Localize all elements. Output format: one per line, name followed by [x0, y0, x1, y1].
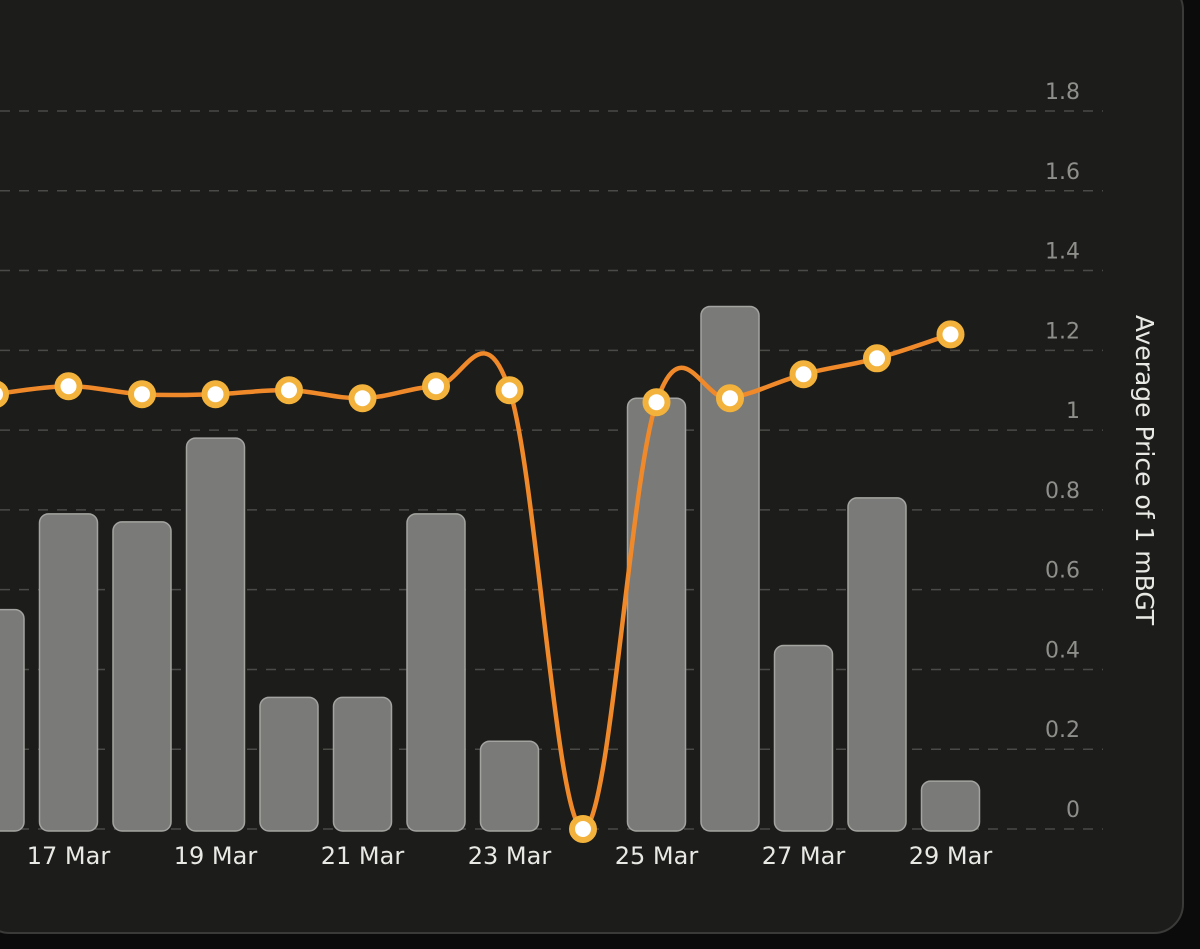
bar — [847, 497, 907, 832]
line-point — [863, 344, 891, 373]
line-point — [716, 384, 744, 413]
line-point — [348, 384, 377, 413]
y-tick-label: 0.2 — [1045, 718, 1080, 743]
x-tick-label: 17 Mar — [27, 842, 111, 870]
x-tick-label: 21 Mar — [321, 842, 405, 870]
bar — [479, 740, 540, 832]
price-line — [0, 332, 952, 832]
line-point — [936, 320, 965, 349]
bar — [773, 644, 834, 832]
bar — [700, 305, 760, 832]
y-tick-label: 0.4 — [1045, 638, 1080, 663]
bar — [259, 696, 319, 832]
x-tick-label: 25 Mar — [615, 842, 699, 870]
bar — [185, 437, 246, 832]
x-tick-label: 27 Mar — [762, 842, 846, 870]
y-axis-label: Average Price of 1 mBGT — [1130, 315, 1159, 626]
bar-series — [0, 305, 981, 832]
bar — [626, 397, 687, 832]
line-point — [128, 380, 156, 409]
line-point — [54, 372, 83, 401]
bar — [332, 696, 393, 832]
bar — [0, 608, 25, 832]
line-point — [275, 376, 303, 405]
bar — [406, 513, 466, 832]
x-tick-label: 23 Mar — [468, 842, 552, 870]
y-tick-label: 1.4 — [1045, 240, 1080, 265]
line-point — [569, 815, 597, 843]
bar — [112, 521, 172, 832]
y-tick-label: 1 — [1066, 399, 1080, 424]
bar — [920, 780, 981, 832]
y-tick-label: 1.6 — [1045, 160, 1080, 185]
line-point — [495, 376, 524, 405]
x-tick-label: 19 Mar — [174, 842, 258, 870]
y-tick-label: 0 — [1066, 798, 1080, 823]
y-axis-ticks: 0 0.2 0.4 0.6 0.8 1 1.2 1.4 1.6 1.8 — [1045, 80, 1080, 823]
y-tick-label: 0.6 — [1045, 559, 1080, 584]
y-tick-label: 0.8 — [1045, 479, 1080, 504]
bar — [38, 513, 99, 832]
y-tick-label: 1.8 — [1045, 80, 1080, 105]
price-line-series — [0, 320, 965, 843]
line-point — [642, 388, 671, 417]
line-point — [201, 380, 230, 409]
line-point — [422, 372, 450, 401]
line-point — [789, 360, 818, 389]
x-tick-label: 29 Mar — [909, 842, 993, 870]
x-axis-ticks: 17 Mar 19 Mar 21 Mar 23 Mar 25 Mar 27 Mar 29 M… — [27, 842, 993, 870]
line-point — [0, 381, 9, 408]
y-tick-label: 1.2 — [1045, 319, 1080, 344]
